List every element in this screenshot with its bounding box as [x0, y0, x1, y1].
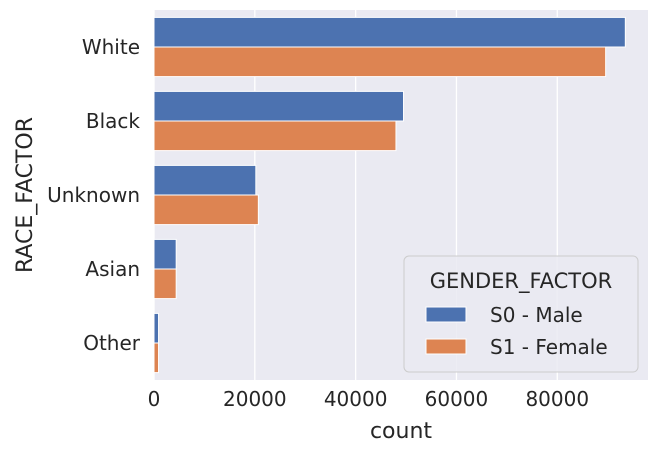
y-axis-label: RACE_FACTOR	[13, 117, 38, 273]
y-tick-label-2: Unknown	[47, 183, 140, 207]
y-tick-label-0: White	[82, 35, 140, 59]
x-tick-label-3: 60000	[425, 387, 489, 411]
legend-swatch-1	[425, 338, 467, 355]
bar-unknown-series-1	[153, 194, 259, 226]
legend-title: GENDER_FACTOR	[430, 269, 613, 294]
legend-label-0: S0 - Male	[490, 303, 583, 327]
legend: GENDER_FACTOR S0 - Male S1 - Female	[403, 255, 639, 373]
x-tick-label-0: 0	[148, 387, 161, 411]
bar-white-series-0	[153, 16, 626, 48]
y-tick-label-1: Black	[86, 109, 141, 133]
x-tick-labels: 0 20000 40000 60000 80000	[148, 387, 589, 411]
legend-label-1: S1 - Female	[490, 335, 608, 359]
legend-swatch-0	[425, 306, 467, 323]
bar-asian-series-1	[153, 268, 177, 300]
y-tick-label-4: Other	[83, 331, 141, 355]
y-tick-label-3: Asian	[85, 257, 140, 281]
bar-unknown-series-0	[153, 164, 257, 196]
x-tick-label-2: 40000	[324, 387, 388, 411]
y-tick-labels: White Black Unknown Asian Other	[47, 35, 141, 355]
bar-black-series-0	[153, 90, 405, 122]
bar-other-series-0	[153, 312, 160, 344]
bar-other-series-1	[153, 342, 160, 374]
x-axis-label: count	[370, 419, 432, 444]
x-tick-label-1: 20000	[223, 387, 287, 411]
x-tick-label-4: 80000	[525, 387, 589, 411]
bars	[153, 16, 626, 374]
bar-asian-series-0	[153, 238, 177, 270]
bar-black-series-1	[153, 120, 397, 152]
bar-white-series-1	[153, 46, 607, 78]
